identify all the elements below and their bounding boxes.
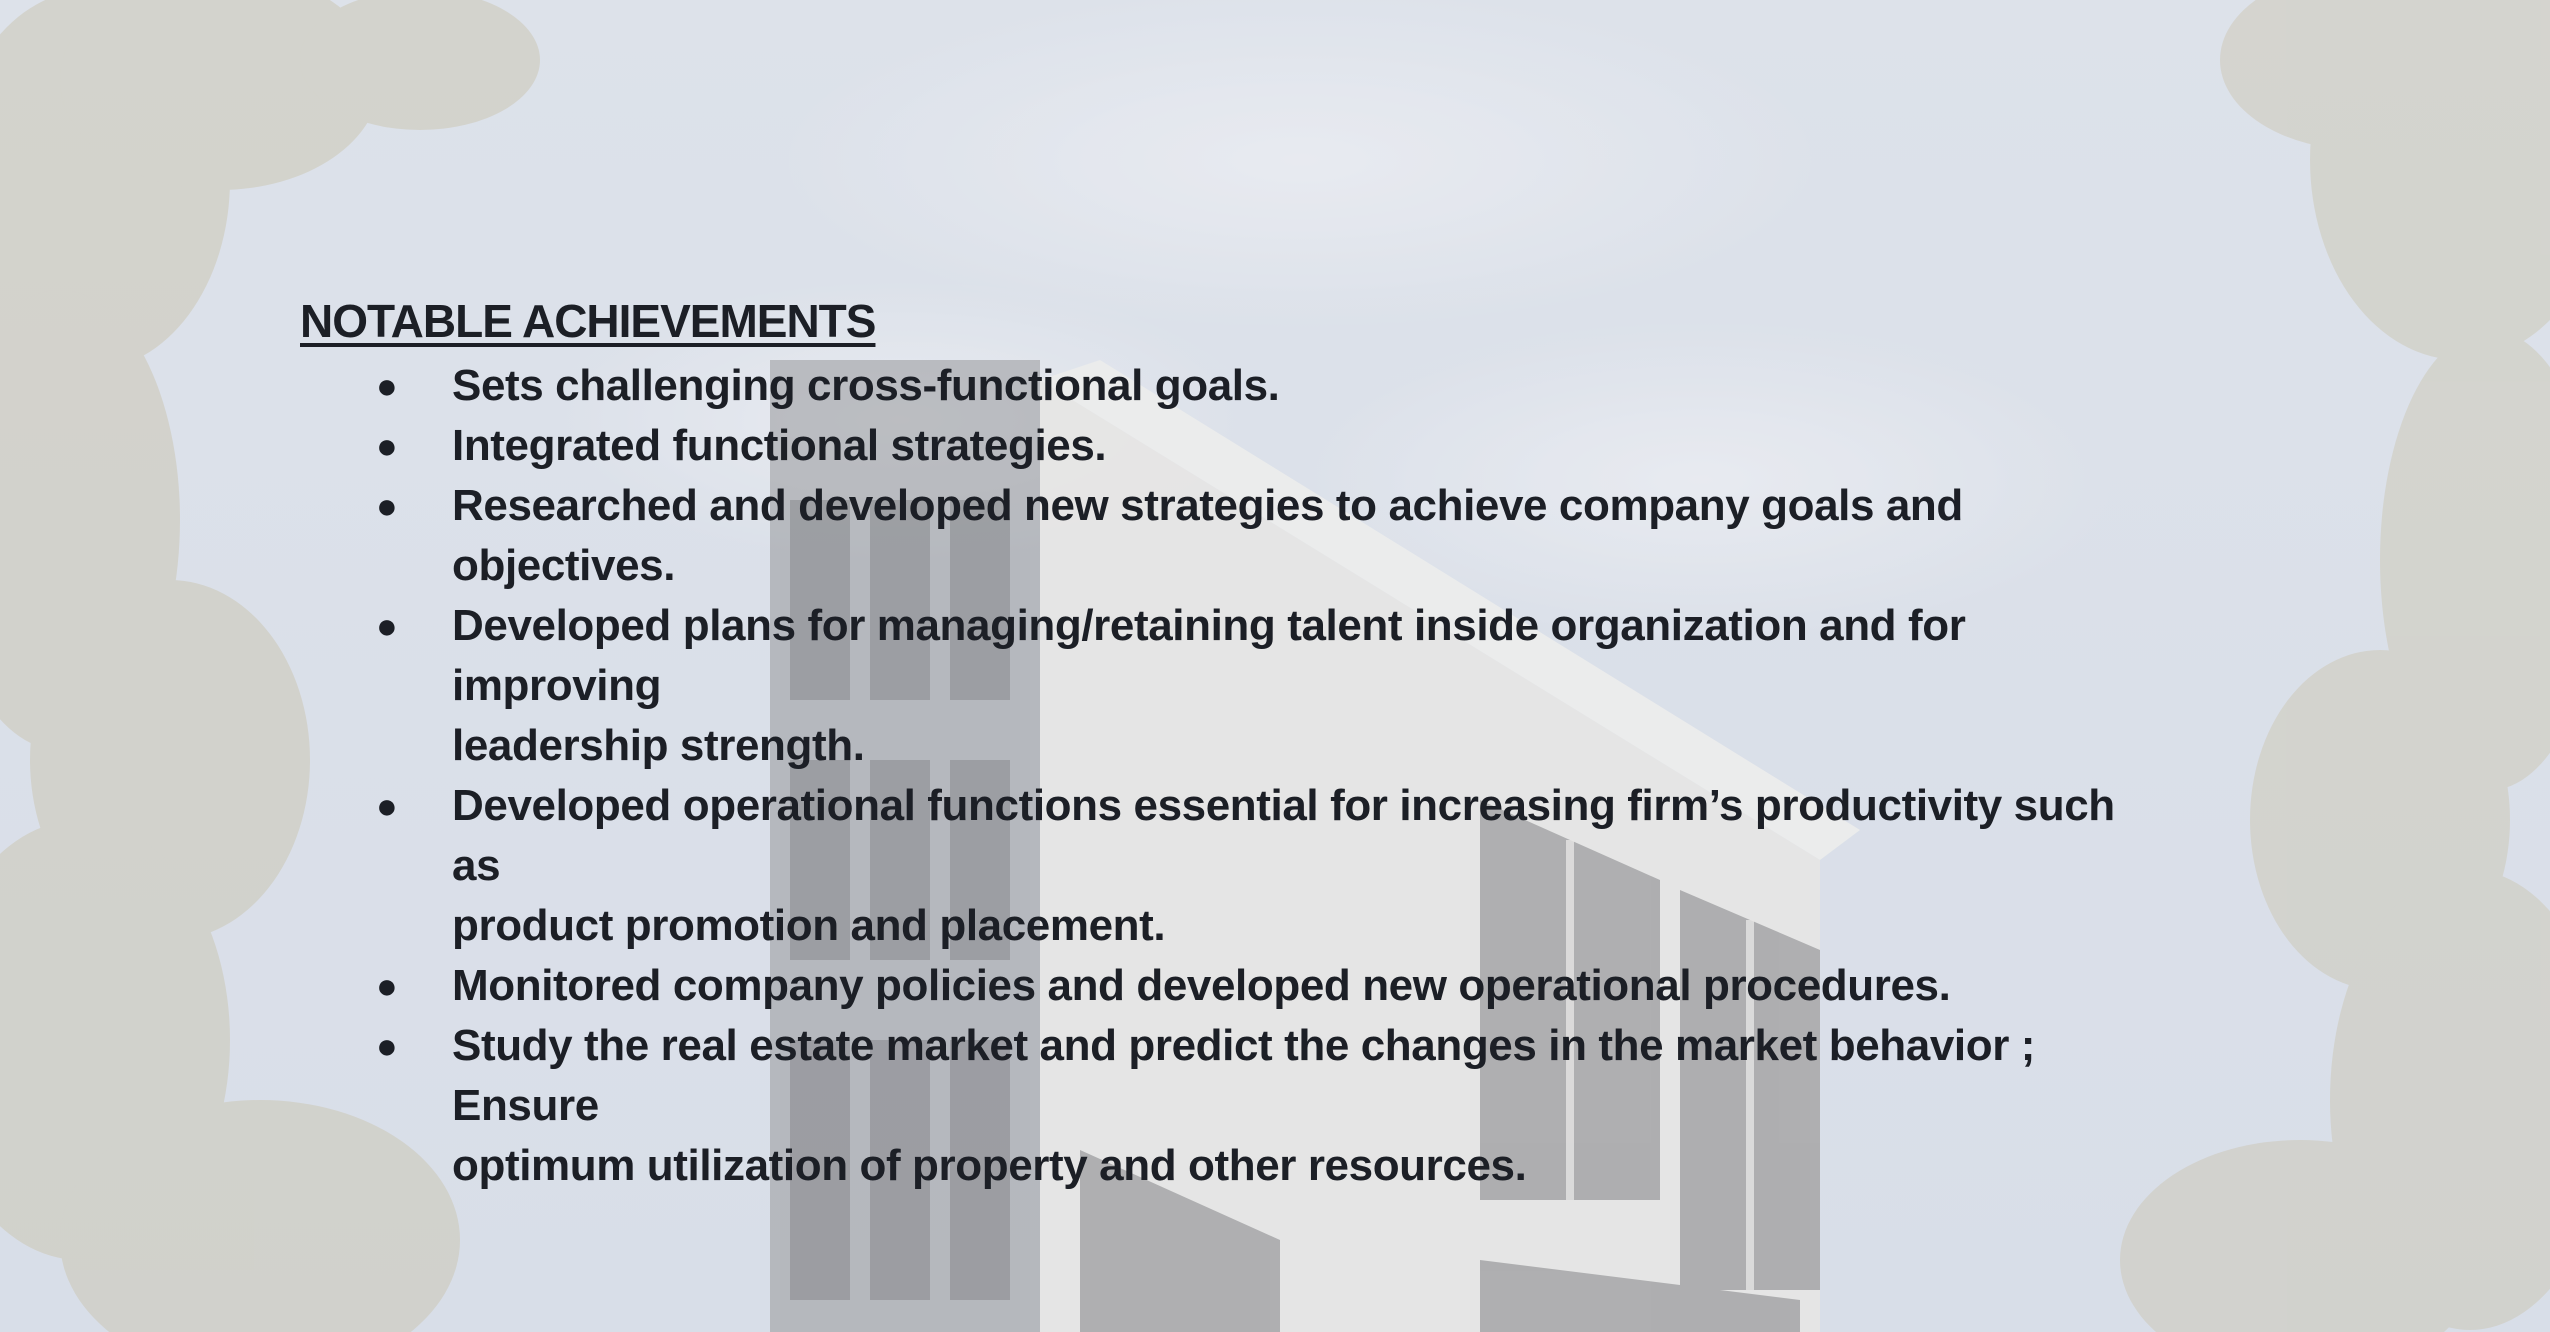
achievement-item: ● Integrated functional strategies. (300, 416, 2300, 476)
achievement-item: ● Sets challenging cross-functional goals… (300, 356, 2300, 416)
bullet-icon: ● (376, 425, 398, 466)
achievement-text-line: product promotion and placement. (452, 901, 1166, 950)
achievement-text-line: Researched and developed new strategies … (452, 481, 1963, 530)
bullet-icon: ● (376, 365, 398, 406)
achievement-text-line: Ensure (452, 1081, 599, 1130)
achievement-text-line: Integrated functional strategies. (452, 421, 1107, 470)
achievement-text-line: Sets challenging cross-functional goals. (452, 361, 1280, 410)
achievement-text-line: Study the real estate market and predict… (452, 1021, 2036, 1070)
bullet-icon: ● (376, 485, 398, 526)
bullet-icon: ● (376, 605, 398, 646)
achievement-item: ● Researched and developed new strategies… (300, 476, 2300, 596)
achievement-item: ● Monitored company policies and develope… (300, 956, 2300, 1016)
bullet-icon: ● (376, 1025, 398, 1066)
achievement-text-line: objectives. (452, 541, 676, 590)
achievement-text-line: leadership strength. (452, 721, 865, 770)
achievement-text-line: improving (452, 661, 662, 710)
bullet-icon: ● (376, 785, 398, 826)
achievements-section: NOTABLE ACHIEVEMENTS ● Sets challenging c… (300, 290, 2300, 1196)
achievement-text-line: Monitored company policies and developed… (452, 961, 1951, 1010)
achievement-item: ● Developed operational functions essenti… (300, 776, 2300, 956)
bullet-icon: ● (376, 965, 398, 1006)
achievement-item: ● Study the real estate market and predic… (300, 1016, 2300, 1196)
achievement-text-line: as (452, 841, 501, 890)
section-heading: NOTABLE ACHIEVEMENTS (300, 295, 876, 347)
achievement-text-line: optimum utilization of property and othe… (452, 1141, 1527, 1190)
achievements-list: ● Sets challenging cross-functional goals… (300, 356, 2300, 1196)
achievement-text-line: Developed operational functions essentia… (452, 781, 2115, 830)
achievement-text-line: Developed plans for managing/retaining t… (452, 601, 1966, 650)
achievement-item: ● Developed plans for managing/retaining … (300, 596, 2300, 776)
